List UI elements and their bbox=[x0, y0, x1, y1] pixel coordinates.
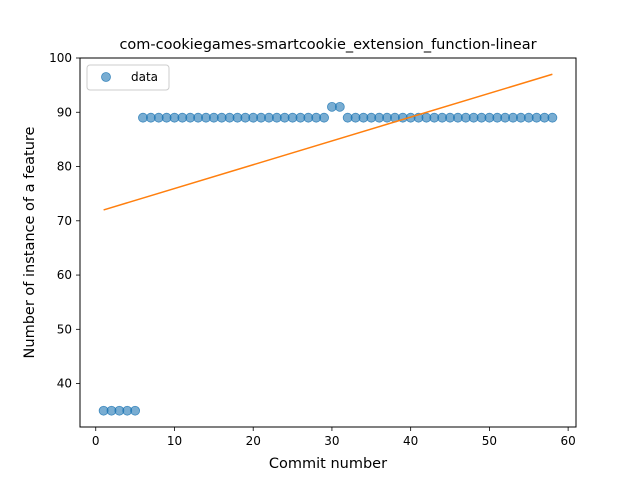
fit-line bbox=[103, 73, 553, 211]
x-tick-label: 40 bbox=[403, 434, 418, 448]
y-tick-label: 90 bbox=[57, 105, 72, 119]
y-tick-label: 80 bbox=[57, 160, 72, 174]
chart-title: com-cookiegames-smartcookie_extension_fu… bbox=[119, 37, 536, 53]
legend-marker-data bbox=[101, 72, 111, 82]
x-tick-label: 30 bbox=[324, 434, 339, 448]
data-point bbox=[130, 405, 141, 416]
x-tick-label: 0 bbox=[92, 434, 100, 448]
y-tick-label: 70 bbox=[57, 214, 72, 228]
x-axis-label: Commit number bbox=[269, 456, 387, 472]
x-tick-label: 50 bbox=[482, 434, 497, 448]
legend: data bbox=[86, 64, 170, 91]
data-point bbox=[334, 101, 345, 112]
y-tick-label: 50 bbox=[57, 322, 72, 336]
legend-label-data: data bbox=[131, 70, 158, 84]
x-tick-label: 20 bbox=[246, 434, 261, 448]
data-point bbox=[547, 112, 558, 123]
data-point bbox=[319, 112, 329, 123]
plot-frame bbox=[79, 57, 577, 428]
y-axis-label: Number of instance of a feature bbox=[22, 126, 38, 358]
legend-box bbox=[86, 64, 170, 91]
x-tick-label: 10 bbox=[167, 434, 182, 448]
x-tick-label: 60 bbox=[560, 434, 575, 448]
y-tick-label: 60 bbox=[57, 268, 72, 282]
y-tick-label: 100 bbox=[49, 51, 72, 65]
y-tick-label: 40 bbox=[57, 377, 72, 391]
